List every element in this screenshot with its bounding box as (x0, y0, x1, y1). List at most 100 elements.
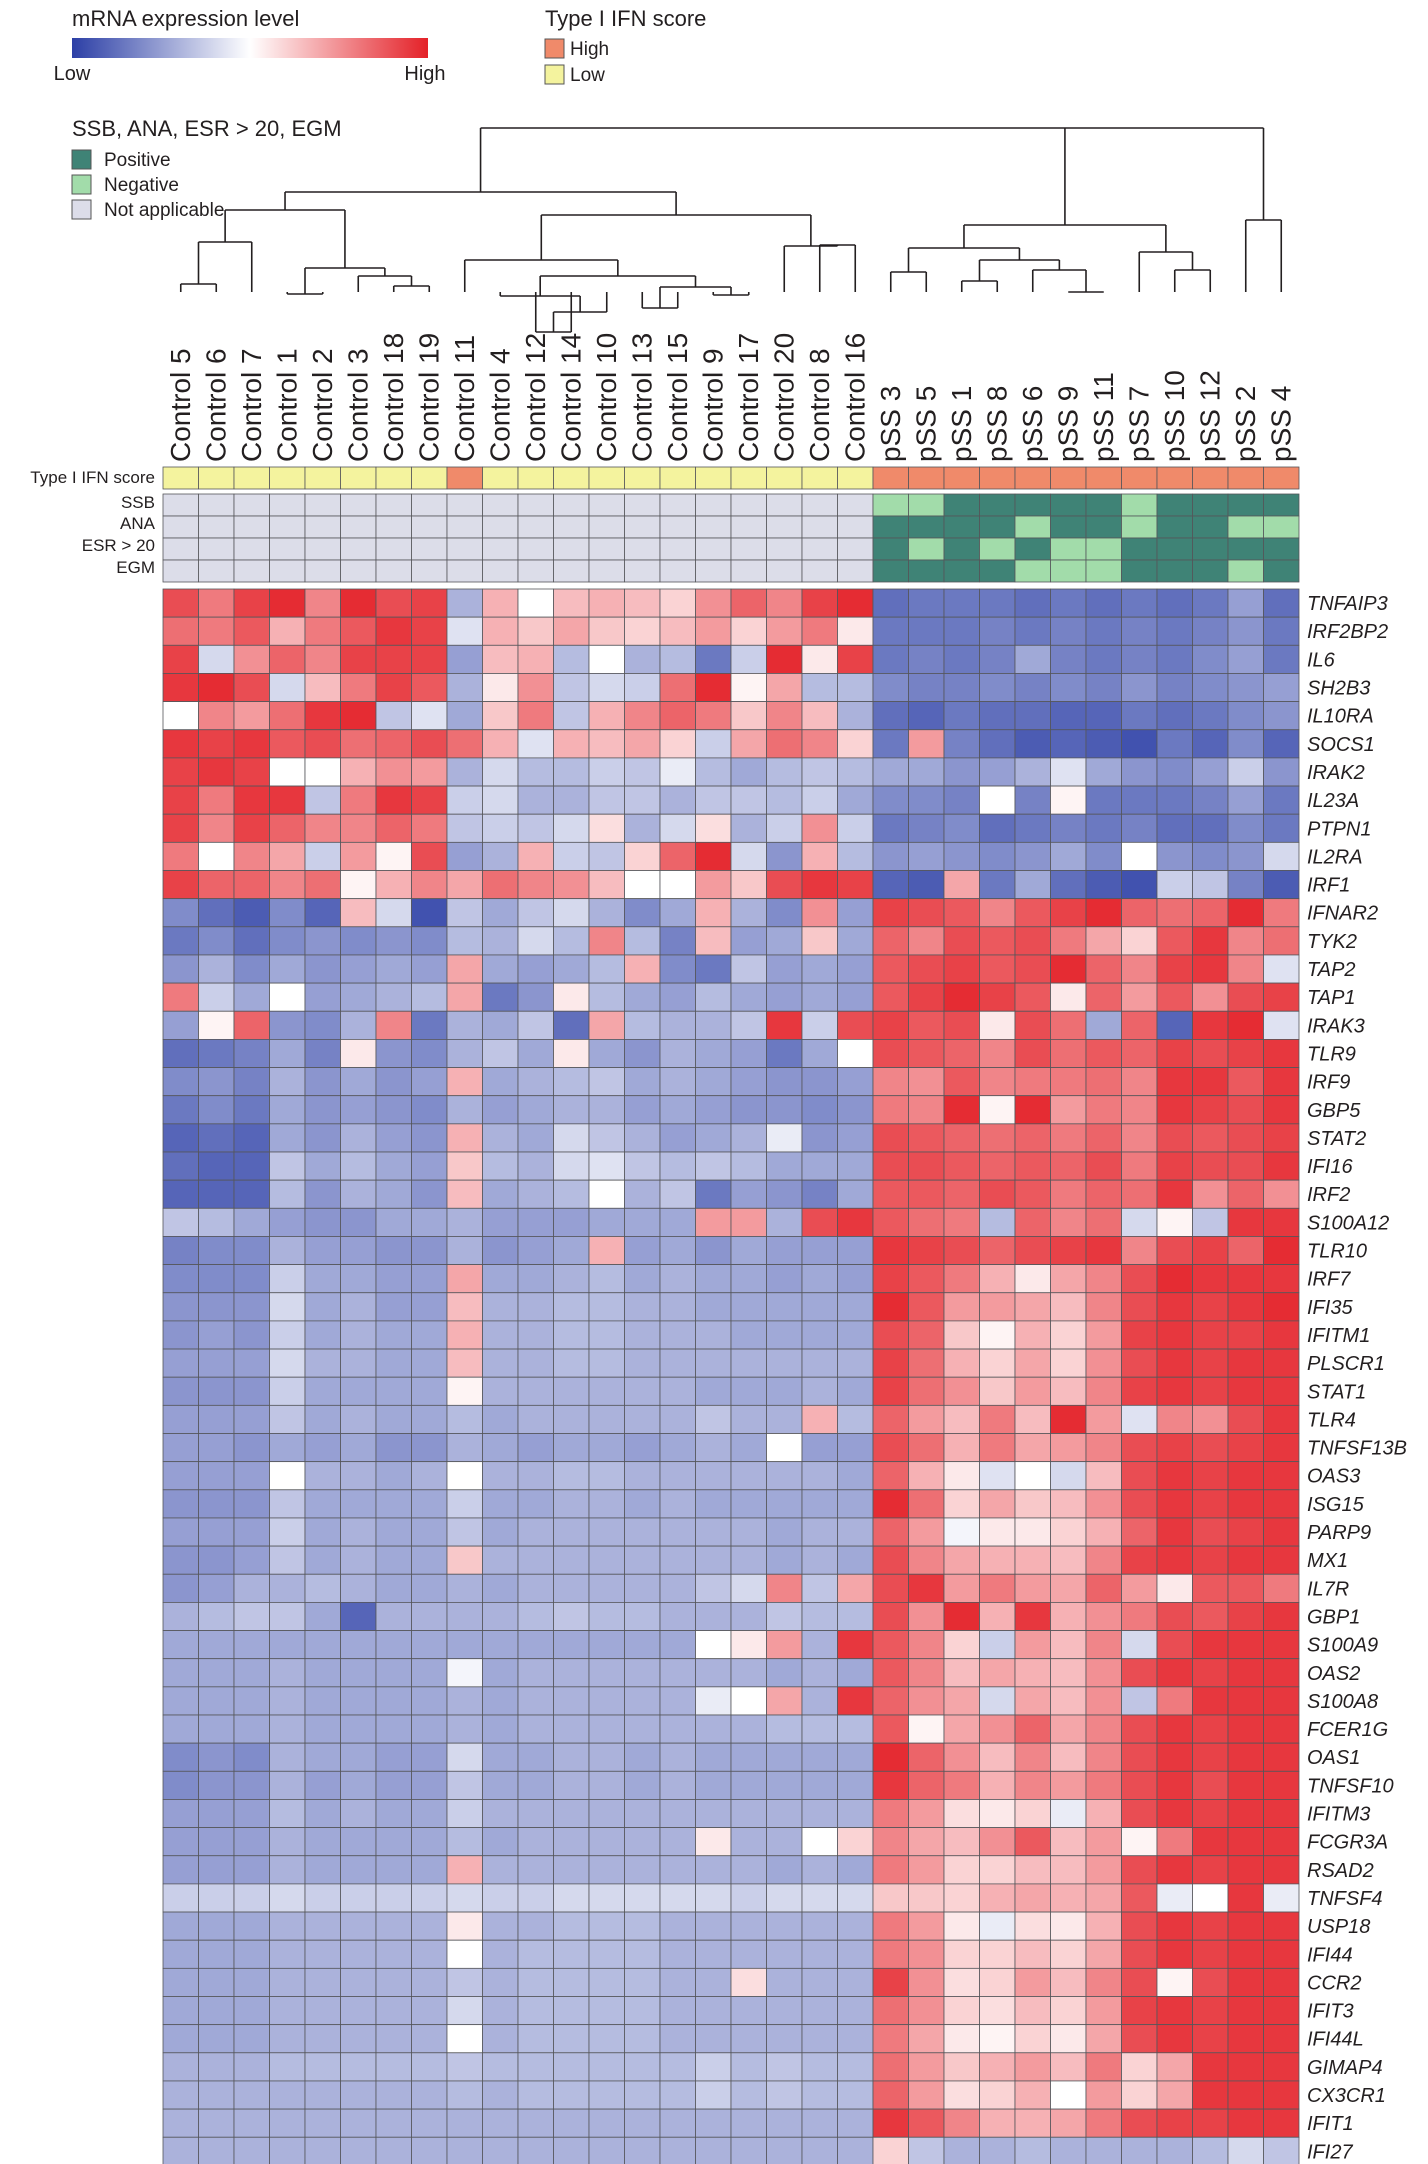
heatmap-cell (1156, 1939, 1193, 1969)
heatmap-cell (411, 1207, 448, 1237)
clinical-cell (411, 537, 448, 561)
heatmap-cell (659, 1883, 696, 1913)
heatmap-cell (730, 2052, 767, 2082)
heatmap-cell (482, 1602, 519, 1631)
heatmap-cell (730, 2136, 767, 2164)
heatmap-cell (304, 982, 341, 1012)
column-label: Control 5 (165, 348, 196, 462)
heatmap-cell (517, 1939, 554, 1969)
heatmap-cell (624, 785, 661, 815)
heatmap-cell (269, 1714, 306, 1744)
heatmap-cell (1156, 1658, 1193, 1688)
heatmap-cell (482, 1742, 519, 1772)
heatmap-cell (1085, 588, 1122, 618)
heatmap-cell (269, 1461, 306, 1491)
heatmap-cell (588, 1461, 625, 1491)
heatmap-cell (446, 1236, 483, 1265)
heatmap-cell (1192, 1686, 1229, 1716)
heatmap-cell (233, 1545, 270, 1575)
clinical-cell (766, 493, 803, 517)
heatmap-cell (553, 644, 590, 674)
heatmap-cell (624, 1996, 661, 2026)
heatmap-cell (872, 1686, 909, 1716)
heatmap-cell (1227, 673, 1264, 703)
heatmap-cell (837, 1067, 874, 1097)
heatmap-cell (198, 1236, 235, 1265)
heatmap-cell (1192, 1517, 1229, 1547)
heatmap-cell (340, 1010, 377, 1040)
heatmap-cell (979, 2080, 1016, 2110)
heatmap-cell (411, 841, 448, 871)
heatmap-cell (1263, 954, 1300, 984)
heatmap-cell (482, 1376, 519, 1406)
heatmap-cell (588, 673, 625, 703)
heatmap-cell (908, 1123, 945, 1153)
heatmap-cell (553, 2108, 590, 2138)
clinical-legend-label-negative: Negative (104, 175, 179, 196)
heatmap-cell (837, 982, 874, 1012)
heatmap-cell (872, 841, 909, 871)
heatmap-cell (411, 1545, 448, 1575)
heatmap-cell (837, 1517, 874, 1547)
heatmap-cell (1050, 2136, 1087, 2164)
heatmap-cell (730, 1123, 767, 1153)
heatmap-cell (1050, 1545, 1087, 1575)
gene-label: IL2RA (1307, 846, 1363, 868)
column-labels: Control 5 Control 6 Control 7 Control 1 Cont… (165, 333, 1297, 462)
heatmap-cell (482, 1039, 519, 1068)
heatmap-cell (801, 1996, 838, 2026)
heatmap-cell (624, 1067, 661, 1097)
heatmap-cell (1156, 757, 1193, 787)
gene-label: GIMAP4 (1307, 2057, 1383, 2079)
heatmap-cell (411, 1292, 448, 1322)
clinical-cell (375, 537, 412, 561)
heatmap-cell (695, 1404, 732, 1434)
heatmap-cell (837, 1348, 874, 1378)
gene-label: IRF2 (1307, 1184, 1350, 1206)
heatmap-cell (1192, 1433, 1229, 1463)
heatmap-cell (979, 926, 1016, 956)
heatmap-cell (1121, 1742, 1158, 1772)
heatmap-cell (517, 729, 554, 759)
heatmap-cell (659, 2052, 696, 2082)
ifn-legend-title: Type I IFN score (545, 6, 706, 31)
heatmap-cell (517, 2052, 554, 2082)
heatmap-cell (766, 1911, 803, 1941)
heatmap-cell (801, 2080, 838, 2110)
heatmap-cell (730, 1095, 767, 1125)
heatmap-cell (979, 813, 1016, 843)
heatmap-cell (1156, 926, 1193, 956)
heatmap-cell (979, 1376, 1016, 1406)
heatmap-cell (553, 1095, 590, 1125)
heatmap-cell (198, 841, 235, 871)
heatmap-cell (766, 1010, 803, 1040)
heatmap-cell (908, 1236, 945, 1265)
heatmap-cell (1156, 1686, 1193, 1716)
heatmap-cell (1227, 1939, 1264, 1969)
heatmap-cell (908, 2024, 945, 2054)
heatmap-cell (553, 673, 590, 703)
ifn-score-cell (659, 466, 696, 490)
ifn-score-cell (233, 466, 270, 490)
heatmap-cell (269, 1292, 306, 1322)
heatmap-cell (837, 1996, 874, 2026)
heatmap-cell (233, 1996, 270, 2026)
heatmap-cell (269, 1799, 306, 1828)
heatmap-cell (730, 1939, 767, 1969)
heatmap-cell (695, 1151, 732, 1181)
heatmap-cell (304, 926, 341, 956)
heatmap-cell (1156, 870, 1193, 900)
heatmap-cell (375, 673, 412, 703)
heatmap-cell (1156, 1433, 1193, 1463)
heatmap-cell (411, 644, 448, 674)
heatmap-cell (198, 813, 235, 843)
clinical-cell (269, 559, 306, 583)
ifn-score-cell (553, 466, 590, 490)
gene-label: IFI35 (1307, 1297, 1353, 1319)
heatmap-cell (269, 1320, 306, 1350)
heatmap-cell (908, 1010, 945, 1040)
heatmap-cell (1121, 1996, 1158, 2026)
clinical-legend-swatch-positive (71, 149, 92, 170)
heatmap-cell (304, 1827, 341, 1857)
heatmap-cell (624, 757, 661, 787)
